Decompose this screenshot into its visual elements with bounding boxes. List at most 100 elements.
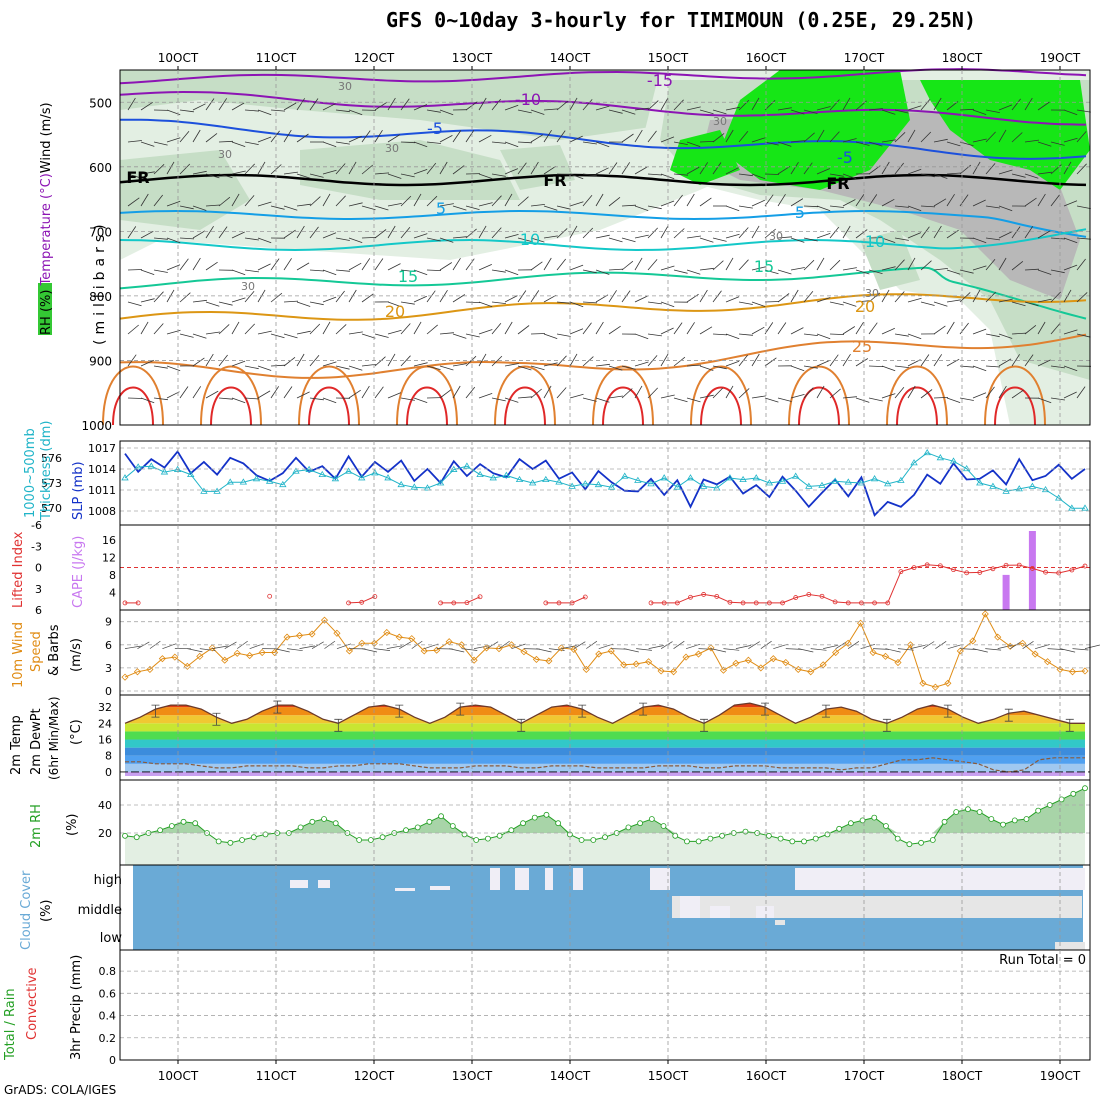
contour-label-5: FR bbox=[543, 171, 566, 190]
rh2m-point-1 bbox=[133, 834, 140, 841]
wind-barb-129 bbox=[283, 386, 293, 399]
wind-speed-point-60 bbox=[869, 648, 877, 657]
rh2m-point-11 bbox=[250, 834, 257, 841]
wind-10m-barb-47 bbox=[710, 648, 727, 653]
wind-barb-509 bbox=[777, 397, 792, 402]
wind-barb-556 bbox=[842, 301, 857, 307]
wind-barb-566 bbox=[855, 300, 870, 303]
wind-barb-431 bbox=[686, 141, 701, 147]
wind-barb-211 bbox=[400, 141, 416, 144]
rh2m-point-37 bbox=[555, 820, 562, 827]
wind-barb-92 bbox=[244, 163, 255, 175]
wind-barb-379 bbox=[608, 395, 623, 399]
wind-barb-639 bbox=[946, 397, 961, 403]
wind-barb-220 bbox=[413, 104, 428, 111]
wind-barb-427 bbox=[673, 322, 683, 335]
wind-barb-421 bbox=[673, 141, 688, 145]
wind-barb-186 bbox=[361, 293, 374, 303]
panel-frame-upper bbox=[119, 69, 1091, 426]
wind-barb-70 bbox=[218, 98, 228, 111]
thickness-point-51 bbox=[791, 472, 800, 479]
wind-barb-700 bbox=[1037, 101, 1050, 111]
wind-barb-529 bbox=[803, 387, 814, 399]
wind-barb-14 bbox=[140, 230, 154, 239]
wind-barb-665 bbox=[985, 259, 996, 271]
wind-barb-187 bbox=[361, 333, 376, 339]
wind-barb-692 bbox=[1024, 173, 1039, 179]
wind-10m-barb-19 bbox=[361, 648, 378, 653]
wind-barb-619 bbox=[920, 389, 933, 399]
wind-barb-204 bbox=[387, 225, 396, 239]
wind-10m-barb-75 bbox=[1059, 648, 1076, 653]
wind-barb-197 bbox=[374, 333, 389, 338]
wind-barb-458 bbox=[712, 365, 727, 370]
p2-left-tick-2: 570 bbox=[41, 502, 62, 515]
rh2m-point-8 bbox=[215, 838, 222, 845]
wind-barb-249 bbox=[439, 389, 452, 399]
wind-barb-223 bbox=[413, 193, 422, 207]
wind-barb-170 bbox=[348, 109, 363, 116]
temp-contour-5 bbox=[119, 209, 1087, 238]
warm-arch-4-1 bbox=[504, 386, 546, 426]
wind-barb-632 bbox=[946, 172, 962, 175]
wind-barb-390 bbox=[634, 107, 649, 111]
thickness-point-39 bbox=[634, 476, 642, 483]
wind-barb-89 bbox=[231, 397, 246, 404]
wind-barb-97 bbox=[244, 323, 255, 335]
wind-barb-346 bbox=[569, 301, 584, 308]
wind-barb-466 bbox=[725, 296, 740, 303]
wind-speed-point-19 bbox=[358, 639, 366, 647]
wind-barb-195 bbox=[374, 258, 384, 271]
wind-speed-point-46 bbox=[694, 650, 703, 658]
wind-barb-592 bbox=[894, 162, 905, 175]
rh2m-point-70 bbox=[941, 818, 948, 825]
wind-barb-419 bbox=[660, 394, 675, 399]
wind-10m-barb-36 bbox=[573, 641, 586, 649]
wind-barb-651 bbox=[972, 138, 987, 143]
wind-barb-282 bbox=[491, 173, 506, 177]
warm-arch-3-1 bbox=[406, 386, 448, 426]
wind-barb-401 bbox=[647, 130, 657, 143]
panel-frame-precip bbox=[119, 949, 1091, 1061]
wind-barb-95 bbox=[244, 269, 259, 273]
rh2m-point-50 bbox=[707, 835, 714, 842]
thickness-point-1 bbox=[134, 463, 142, 470]
p8-ytick-1: 0.6 bbox=[99, 987, 117, 1000]
wind-barb-91 bbox=[244, 141, 259, 145]
temp2m-line bbox=[124, 702, 1085, 725]
wind-barb-79 bbox=[218, 397, 233, 400]
wind-barb-457 bbox=[712, 333, 728, 336]
p4-ytick-0: 9 bbox=[105, 616, 112, 629]
wind-10m-barb-31 bbox=[511, 643, 526, 649]
wind-speed-line bbox=[124, 612, 1086, 688]
wind-barb-216 bbox=[400, 301, 415, 305]
wind-barb-615 bbox=[920, 260, 932, 271]
thickness-point-53 bbox=[818, 481, 826, 488]
rh2m-point-48 bbox=[684, 838, 690, 845]
thickness-point-0 bbox=[121, 474, 129, 481]
wind-barb-503 bbox=[777, 193, 786, 207]
wind-barb-55 bbox=[192, 257, 201, 271]
wind-barb-330 bbox=[556, 100, 569, 111]
wind-barb-680 bbox=[1011, 98, 1021, 111]
wind-barb-205 bbox=[387, 263, 401, 271]
wind-barb-279 bbox=[478, 393, 493, 399]
wind-barb-559 bbox=[842, 396, 857, 399]
wind-barb-163 bbox=[335, 195, 346, 207]
contour-label-9: 10 bbox=[520, 230, 540, 249]
rh-shade-9 bbox=[670, 130, 740, 185]
wind-10m-barb-56 bbox=[823, 644, 839, 649]
wind-barb-41 bbox=[179, 131, 190, 143]
wind-speed-point-25 bbox=[433, 646, 441, 654]
wind-barb-199 bbox=[374, 386, 384, 399]
top-tick-1: 11OCT bbox=[256, 51, 297, 65]
wind-10m-barb-44 bbox=[673, 640, 685, 649]
p6-ytick-1: 20 bbox=[98, 827, 112, 840]
wind-barb-584 bbox=[881, 237, 896, 243]
wind-barb-137 bbox=[296, 330, 311, 335]
p5-ylabel-1: 2m DewPt bbox=[29, 708, 44, 775]
p8-ylabel-0: Total / Rain bbox=[3, 988, 18, 1061]
wind-barb-397 bbox=[634, 333, 649, 340]
p1-ytick-3: 800 bbox=[89, 290, 112, 304]
